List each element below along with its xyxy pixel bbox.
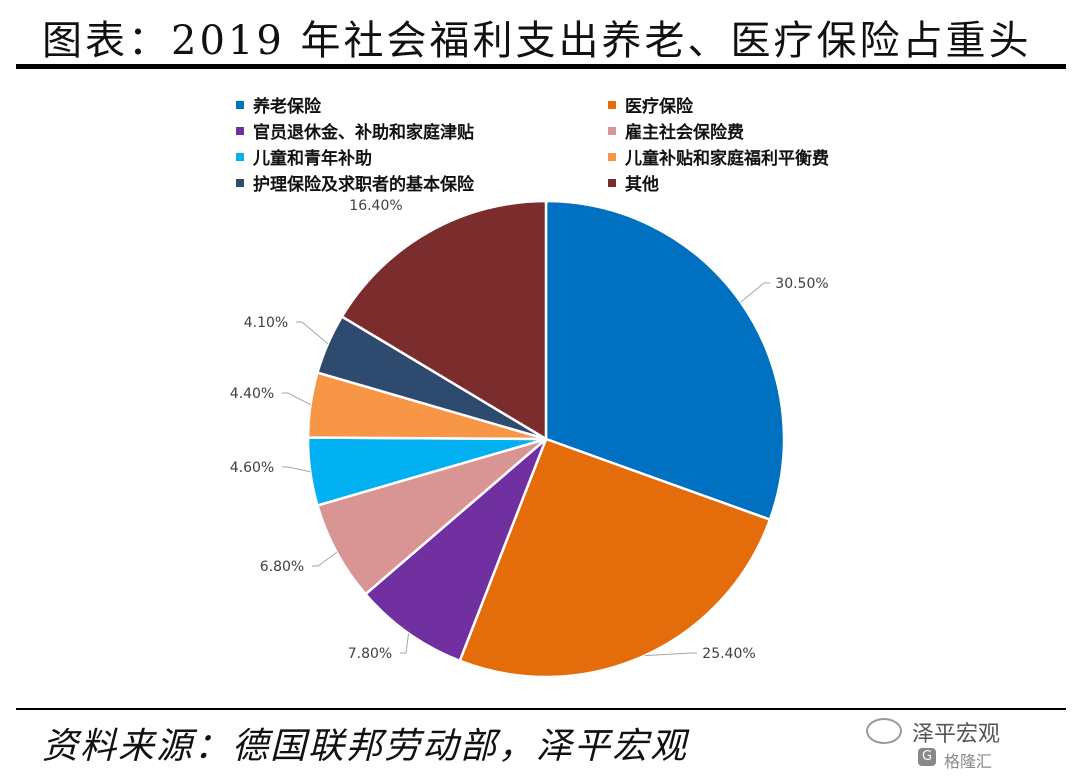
legend-label: 医疗保险 — [625, 97, 693, 117]
slice-data-label: 16.40% — [349, 198, 402, 214]
pie-slice — [363, 438, 548, 663]
leader-line — [296, 321, 329, 345]
legend-swatch — [608, 178, 616, 187]
legend-swatch — [236, 100, 244, 109]
legend-item: 医疗保险 — [608, 92, 693, 117]
gelonghui-logo-icon: G — [918, 748, 936, 766]
legend-item: 其他 — [608, 170, 659, 195]
pie-slice — [340, 199, 548, 442]
legend-label: 养老保险 — [253, 97, 321, 117]
wechat-icon — [866, 718, 902, 744]
source-note: 资料来源：德国联邦劳动部，泽平宏观 — [42, 726, 689, 767]
legend-item: 儿童和青年补助 — [236, 144, 372, 169]
legend-item: 雇主社会保险费 — [608, 118, 744, 143]
legend-label: 儿童补贴和家庭福利平衡费 — [625, 149, 829, 169]
leader-line — [644, 652, 697, 657]
watermark: 泽平宏观 G 格隆汇 — [866, 716, 1046, 772]
chart-title: 图表：2019 年社会福利支出养老、医疗保险占重头 — [42, 18, 1032, 64]
legend-label: 护理保险及求职者的基本保险 — [253, 175, 474, 195]
source-rule — [16, 708, 1066, 710]
legend-label: 官员退休金、补助和家庭津贴 — [253, 123, 474, 143]
watermark-sub: 格隆汇 — [944, 752, 993, 771]
legend-item: 官员退休金、补助和家庭津贴 — [236, 118, 474, 143]
pie-slice — [458, 437, 772, 679]
legend-swatch — [608, 152, 616, 161]
leader-line — [400, 633, 410, 654]
title-rule — [16, 64, 1066, 69]
slice-data-label: 30.50% — [775, 276, 828, 292]
slice-data-label: 4.60% — [230, 460, 274, 476]
slice-data-label: 4.40% — [230, 386, 274, 402]
legend-item: 儿童补贴和家庭福利平衡费 — [608, 144, 829, 169]
legend-swatch — [608, 100, 616, 109]
legend-label: 其他 — [625, 175, 659, 195]
slice-data-label: 25.40% — [702, 646, 755, 662]
watermark-name: 泽平宏观 — [912, 722, 1001, 747]
slice-data-label: 6.80% — [260, 559, 304, 575]
legend-swatch — [236, 178, 244, 187]
legend-item: 护理保险及求职者的基本保险 — [236, 170, 474, 195]
legend-item: 养老保险 — [236, 92, 321, 117]
legend-label: 儿童和青年补助 — [253, 149, 372, 169]
slice-data-label: 7.80% — [348, 646, 392, 662]
leader-line — [312, 551, 338, 567]
legend-label: 雇主社会保险费 — [625, 123, 744, 143]
legend-swatch — [608, 126, 616, 135]
legend-swatch — [236, 152, 244, 161]
slice-data-label: 4.10% — [244, 315, 288, 331]
leader-line — [282, 466, 311, 473]
leader-line — [740, 282, 770, 303]
leader-line — [282, 392, 311, 406]
legend-swatch — [236, 126, 244, 135]
